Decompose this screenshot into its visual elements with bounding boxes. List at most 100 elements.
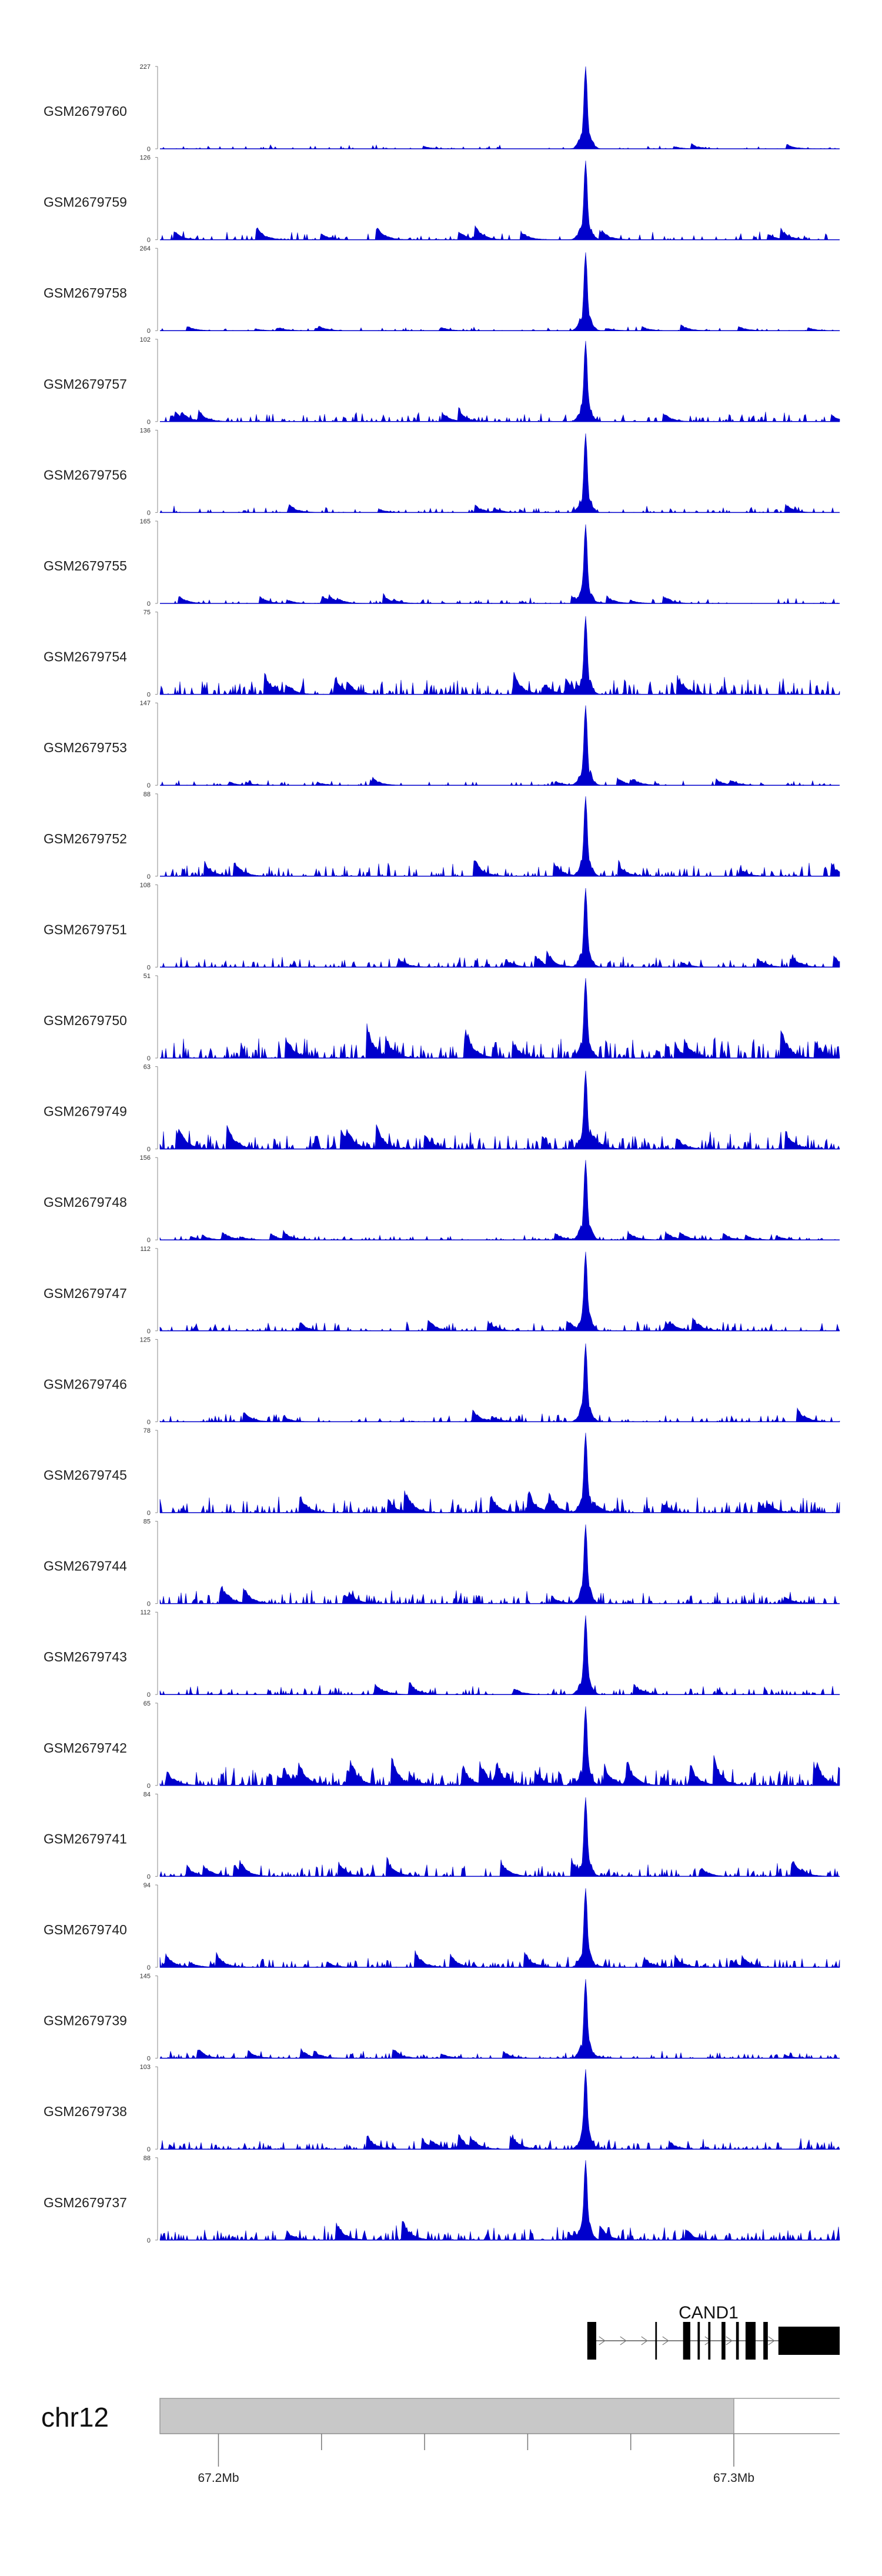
- gene-exon: [736, 2322, 739, 2360]
- coverage-area: [160, 524, 840, 604]
- y-min-label: 0: [147, 1783, 151, 1790]
- track-label: GSM2679760: [44, 104, 127, 119]
- coverage-area: [160, 2069, 840, 2150]
- track-GSM2679758: GSM2679758 264 0: [44, 245, 840, 335]
- strand-arrow: [726, 2336, 733, 2345]
- y-max-label: 108: [140, 882, 151, 889]
- y-max-label: 145: [140, 1973, 151, 1980]
- gene-exon: [721, 2322, 726, 2360]
- y-max-label: 84: [143, 1791, 151, 1798]
- y-min-label: 0: [147, 782, 151, 789]
- y-max-label: 102: [140, 336, 151, 343]
- coverage-area: [159, 1979, 840, 2059]
- gene-exon: [697, 2322, 700, 2360]
- track-label: GSM2679746: [44, 1376, 127, 1392]
- strand-arrow: [704, 2336, 711, 2345]
- y-max-label: 156: [140, 1154, 151, 1162]
- y-min-label: 0: [147, 237, 151, 244]
- y-min-label: 0: [147, 600, 151, 608]
- position-label: 67.2Mb: [198, 2471, 239, 2485]
- coverage-area: [160, 887, 840, 968]
- y-max-label: 65: [143, 1700, 151, 1707]
- y-min-label: 0: [147, 873, 151, 880]
- track-label: GSM2679739: [44, 2013, 127, 2028]
- coverage-area: [160, 978, 840, 1059]
- ideogram-band: [159, 2398, 734, 2434]
- coverage-area: [159, 1797, 840, 1877]
- y-max-label: 63: [143, 1064, 151, 1071]
- coverage-tracks: GSM2679760 227 0 GSM2679759 126 0 GSM2679758 26…: [44, 64, 840, 2244]
- position-label: 67.3Mb: [713, 2471, 754, 2485]
- coverage-area: [160, 161, 840, 241]
- gene-annotation-track: CAND1: [587, 2303, 840, 2360]
- coverage-area: [160, 796, 840, 877]
- gene-exon: [745, 2322, 756, 2360]
- track-GSM2679753: GSM2679753 147 0: [44, 700, 840, 789]
- gene-model: [587, 2322, 840, 2360]
- track-GSM2679755: GSM2679755 165 0: [44, 518, 840, 608]
- track-label: GSM2679749: [44, 1104, 127, 1119]
- track-GSM2679756: GSM2679756 136 0: [44, 427, 840, 516]
- y-max-label: 112: [140, 1609, 151, 1616]
- y-max-label: 125: [140, 1336, 151, 1343]
- coverage-area: [159, 2160, 840, 2241]
- track-label: GSM2679750: [44, 1013, 127, 1028]
- track-GSM2679760: GSM2679760 227 0: [44, 64, 840, 153]
- y-min-label: 0: [147, 419, 151, 426]
- coverage-area: [159, 1160, 840, 1241]
- y-max-label: 147: [140, 700, 151, 707]
- y-max-label: 136: [140, 427, 151, 434]
- y-min-label: 0: [147, 964, 151, 971]
- track-GSM2679757: GSM2679757 102 0: [44, 336, 840, 426]
- track-label: GSM2679742: [44, 1740, 127, 1756]
- gene-exon: [708, 2322, 711, 2360]
- strand-arrow: [662, 2336, 669, 2345]
- y-max-label: 51: [143, 973, 151, 980]
- coverage-area: [160, 252, 840, 331]
- track-label: GSM2679751: [44, 922, 127, 937]
- track-GSM2679750: GSM2679750 51 0: [44, 973, 840, 1062]
- track-GSM2679746: GSM2679746 125 0: [44, 1336, 840, 1426]
- y-min-label: 0: [147, 1691, 151, 1699]
- y-min-label: 0: [147, 2056, 151, 2063]
- y-min-label: 0: [147, 1873, 151, 1880]
- track-GSM2679737: GSM2679737 88 0: [44, 2155, 840, 2244]
- chromosome-label: chr12: [41, 2402, 109, 2432]
- coverage-area: [159, 1706, 840, 1786]
- track-label: GSM2679753: [44, 740, 127, 755]
- coverage-area: [160, 341, 840, 422]
- y-max-label: 165: [140, 518, 151, 525]
- track-label: GSM2679758: [44, 285, 127, 301]
- ideogram-axis: 67.2Mb 67.3Mb: [159, 2398, 840, 2485]
- y-max-label: 78: [143, 1427, 151, 1434]
- gene-exon: [683, 2322, 690, 2360]
- y-max-label: 264: [140, 245, 151, 252]
- track-label: GSM2679740: [44, 1922, 127, 1937]
- coverage-area: [159, 1615, 840, 1696]
- y-min-label: 0: [147, 1510, 151, 1517]
- coverage-area: [159, 1524, 840, 1604]
- track-GSM2679739: GSM2679739 145 0: [44, 1973, 840, 2063]
- y-max-label: 103: [140, 2064, 151, 2071]
- track-label: GSM2679741: [44, 1831, 127, 1846]
- y-min-label: 0: [147, 1328, 151, 1335]
- y-max-label: 126: [140, 155, 151, 162]
- track-GSM2679745: GSM2679745 78 0: [44, 1427, 840, 1517]
- track-label: GSM2679747: [44, 1286, 127, 1301]
- track-label: GSM2679744: [44, 1559, 127, 1574]
- y-min-label: 0: [147, 2237, 151, 2244]
- track-GSM2679744: GSM2679744 85 0: [44, 1519, 840, 1608]
- y-min-label: 0: [147, 1146, 151, 1153]
- y-min-label: 0: [147, 328, 151, 335]
- y-max-label: 88: [143, 791, 151, 798]
- coverage-area: [159, 433, 840, 513]
- track-GSM2679751: GSM2679751 108 0: [44, 882, 840, 971]
- strand-arrow: [620, 2336, 627, 2345]
- track-GSM2679749: GSM2679749 63 0: [44, 1064, 840, 1153]
- coverage-area: [160, 705, 840, 786]
- track-GSM2679752: GSM2679752 88 0: [44, 791, 840, 880]
- coverage-area: [159, 1343, 840, 1423]
- y-max-label: 85: [143, 1519, 151, 1526]
- coverage-area: [159, 1888, 840, 1968]
- track-GSM2679742: GSM2679742 65 0: [44, 1700, 840, 1790]
